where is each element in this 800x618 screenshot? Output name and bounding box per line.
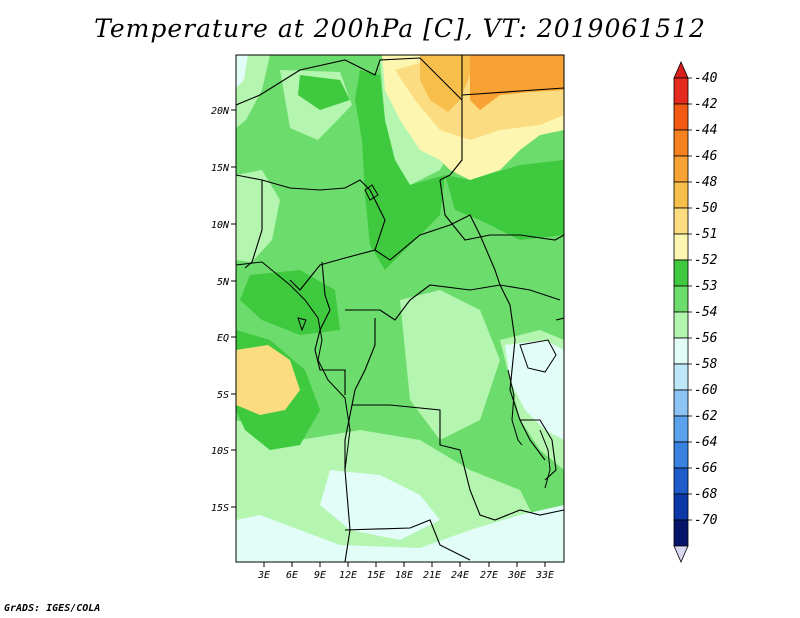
lon-label: 21E bbox=[423, 570, 441, 581]
legend-swatch bbox=[673, 493, 689, 521]
lat-axis: 20N 15N 10N 5N EQ 5S 10S 15S bbox=[211, 106, 236, 514]
border-congo bbox=[351, 318, 376, 406]
field-c-52a bbox=[355, 70, 445, 270]
legend-swatch bbox=[673, 389, 689, 417]
lon-label: 24E bbox=[451, 570, 469, 581]
legend-swatch bbox=[673, 207, 689, 235]
lon-label: 3E bbox=[257, 570, 270, 581]
legend-label: -52 bbox=[694, 253, 718, 268]
legend-label: -62 bbox=[694, 409, 718, 424]
lon-axis: 3E 6E 9E 12E 15E 18E 21E 24E 27E 30E 33E bbox=[257, 562, 554, 581]
legend-label: -64 bbox=[694, 435, 717, 450]
country-borders bbox=[236, 55, 564, 562]
coastline bbox=[235, 261, 351, 471]
legend-swatch bbox=[673, 311, 689, 339]
border-nigeria-cameroon bbox=[289, 189, 386, 291]
border-car-north bbox=[374, 214, 501, 286]
lake-tanganyika bbox=[507, 369, 523, 446]
legend-label: -51 bbox=[694, 227, 717, 242]
lat-label: 5S bbox=[217, 390, 229, 401]
legend-swatch bbox=[673, 415, 689, 443]
legend-cap-top bbox=[673, 61, 689, 79]
lat-label: 10N bbox=[211, 220, 230, 231]
legend-label: -56 bbox=[694, 331, 718, 346]
lat-label: EQ bbox=[217, 333, 229, 344]
footer-credit: GrADS: IGES/COLA bbox=[4, 603, 101, 614]
field-corner-56 bbox=[236, 55, 248, 88]
border-malawi bbox=[520, 419, 557, 481]
lat-label: 5N bbox=[217, 277, 230, 288]
border-benin bbox=[244, 180, 263, 269]
lake-victoria bbox=[519, 339, 557, 373]
field-s-56a bbox=[320, 470, 440, 540]
lon-label: 30E bbox=[507, 570, 526, 581]
color-legend: -40 -42 -44 -46 -48 -50 -51 -52 -53 -54 -56 -58 -60 -… bbox=[673, 61, 718, 563]
border-kenya bbox=[555, 317, 564, 321]
lat-label: 20N bbox=[211, 106, 230, 117]
legend-swatch bbox=[673, 233, 689, 261]
lat-label: 15N bbox=[211, 163, 230, 174]
island-bioko bbox=[297, 317, 307, 332]
coast-gulf bbox=[235, 261, 351, 471]
legend-label: -48 bbox=[694, 175, 718, 190]
legend-swatch bbox=[673, 519, 689, 547]
legend-label: -44 bbox=[694, 123, 717, 138]
border-east-lakes bbox=[499, 284, 546, 461]
legend-swatch bbox=[673, 363, 689, 391]
legend-label: -60 bbox=[694, 383, 718, 398]
legend-label: -66 bbox=[694, 461, 718, 476]
temperature-field bbox=[236, 55, 564, 562]
legend-label: -53 bbox=[694, 279, 717, 294]
border-angola-namibia bbox=[344, 519, 471, 561]
legend-swatch bbox=[673, 259, 689, 287]
border-sudan-ssudan bbox=[439, 179, 564, 241]
lon-label: 27E bbox=[480, 570, 498, 581]
legend-swatch bbox=[673, 129, 689, 157]
field-s-56b bbox=[236, 505, 564, 562]
lon-label: 6E bbox=[286, 570, 298, 581]
legend-label: -50 bbox=[694, 201, 718, 216]
legend-label: -46 bbox=[694, 149, 718, 164]
lon-label: 18E bbox=[395, 570, 413, 581]
border-cameroon-gabon bbox=[314, 261, 346, 395]
field-w-52 bbox=[240, 270, 340, 335]
legend-swatch bbox=[673, 467, 689, 495]
lat-label: 15S bbox=[211, 503, 229, 514]
legend-swatch bbox=[673, 441, 689, 469]
lon-label: 15E bbox=[367, 570, 385, 581]
map-title: Temperature at 200hPa [C], VT: 201906151… bbox=[94, 14, 706, 43]
lon-label: 33E bbox=[535, 570, 554, 581]
lake-malawi bbox=[539, 429, 551, 489]
lon-label: 9E bbox=[314, 570, 326, 581]
border-north bbox=[236, 57, 463, 181]
lat-label: 10S bbox=[211, 446, 229, 457]
legend-label: -68 bbox=[694, 487, 718, 502]
legend-swatch bbox=[673, 285, 689, 313]
lake-chad bbox=[364, 184, 379, 201]
legend-label: -58 bbox=[694, 357, 718, 372]
border-egypt-sudan bbox=[461, 87, 564, 96]
legend-label: -42 bbox=[694, 97, 718, 112]
map-frame bbox=[235, 54, 565, 563]
border-angola-drc bbox=[352, 404, 564, 521]
legend-swatch bbox=[673, 155, 689, 183]
field-ne-46 bbox=[470, 55, 564, 110]
field-ne-52 bbox=[445, 160, 564, 240]
legend-label: -54 bbox=[694, 305, 717, 320]
lakes bbox=[364, 184, 557, 489]
legend-swatch bbox=[673, 103, 689, 131]
legend-swatch bbox=[673, 337, 689, 365]
field-n-52 bbox=[298, 75, 350, 110]
legend-label: -70 bbox=[694, 513, 718, 528]
lon-label: 12E bbox=[339, 570, 357, 581]
legend-cap-bottom bbox=[673, 545, 689, 563]
field-c-light bbox=[400, 290, 500, 440]
border-drc-north bbox=[345, 284, 561, 321]
field-w-50 bbox=[236, 345, 300, 415]
field-w-light bbox=[236, 170, 280, 262]
legend-label: -40 bbox=[694, 71, 718, 86]
legend-swatch bbox=[673, 77, 689, 105]
legend-swatch bbox=[673, 181, 689, 209]
